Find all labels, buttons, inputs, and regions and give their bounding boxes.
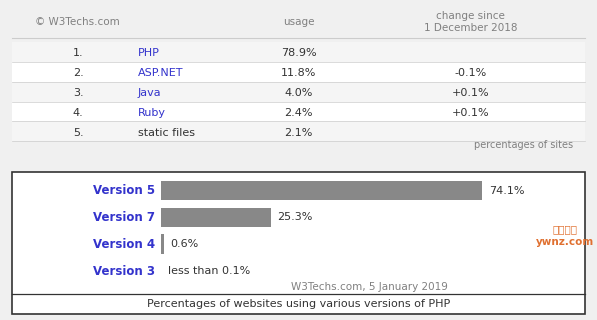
FancyBboxPatch shape	[161, 235, 164, 254]
Text: 0.6%: 0.6%	[170, 239, 199, 249]
Text: percentages of sites: percentages of sites	[475, 140, 574, 149]
Text: 云网牛站
ywnz.com: 云网牛站 ywnz.com	[536, 225, 594, 247]
Text: 25.3%: 25.3%	[278, 212, 313, 222]
Text: usage: usage	[283, 17, 314, 27]
Text: 1.: 1.	[73, 48, 84, 59]
Text: 3.: 3.	[73, 88, 84, 98]
FancyBboxPatch shape	[12, 62, 585, 82]
Text: 78.9%: 78.9%	[281, 48, 316, 59]
Text: PHP: PHP	[138, 48, 160, 59]
Text: W3Techs.com, 5 January 2019: W3Techs.com, 5 January 2019	[291, 282, 448, 292]
FancyBboxPatch shape	[12, 101, 585, 121]
Text: Version 5: Version 5	[93, 184, 155, 197]
Text: +0.1%: +0.1%	[451, 88, 490, 98]
FancyBboxPatch shape	[12, 82, 585, 101]
Text: 4.: 4.	[73, 108, 84, 118]
Text: +0.1%: +0.1%	[451, 108, 490, 118]
Text: Ruby: Ruby	[138, 108, 166, 118]
FancyBboxPatch shape	[161, 181, 482, 201]
Text: 2.: 2.	[73, 68, 84, 78]
Text: © W3Techs.com: © W3Techs.com	[35, 17, 119, 27]
Text: 2.1%: 2.1%	[284, 128, 313, 138]
Text: ASP.NET: ASP.NET	[138, 68, 183, 78]
Text: Java: Java	[138, 88, 162, 98]
Text: 4.0%: 4.0%	[284, 88, 313, 98]
Text: -0.1%: -0.1%	[454, 68, 487, 78]
Text: 2.4%: 2.4%	[284, 108, 313, 118]
Text: 11.8%: 11.8%	[281, 68, 316, 78]
Text: less than 0.1%: less than 0.1%	[168, 266, 250, 276]
FancyBboxPatch shape	[12, 42, 585, 62]
Text: Percentages of websites using various versions of PHP: Percentages of websites using various ve…	[147, 299, 450, 309]
FancyBboxPatch shape	[12, 172, 585, 314]
Text: Version 3: Version 3	[93, 265, 155, 278]
Text: Version 4: Version 4	[93, 238, 155, 251]
FancyBboxPatch shape	[161, 208, 270, 227]
FancyBboxPatch shape	[12, 121, 585, 141]
Text: static files: static files	[138, 128, 195, 138]
Text: change since
1 December 2018: change since 1 December 2018	[424, 11, 517, 33]
Text: 5.: 5.	[73, 128, 84, 138]
Text: Version 7: Version 7	[93, 211, 155, 224]
Text: 74.1%: 74.1%	[489, 186, 524, 196]
